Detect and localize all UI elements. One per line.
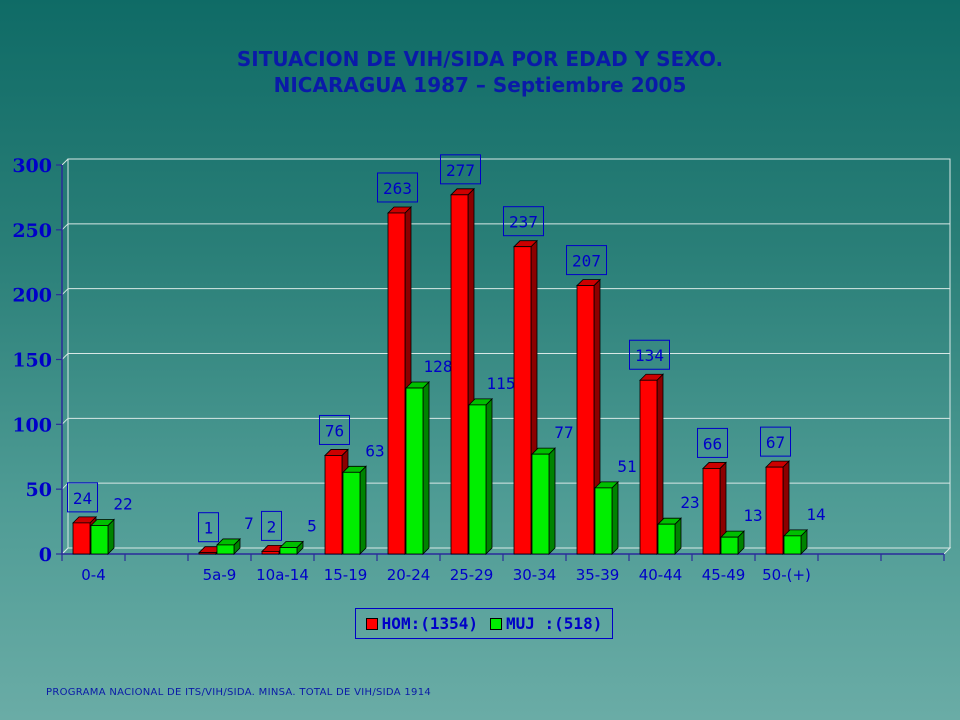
title-line-2: NICARAGUA 1987 – Septiembre 2005 bbox=[273, 73, 687, 97]
data-label-muj: 63 bbox=[365, 441, 384, 460]
data-label-muj: 5 bbox=[307, 517, 317, 536]
data-label-box-hom bbox=[261, 510, 282, 541]
title-line-1: SITUACION DE VIH/SIDA POR EDAD Y SEXO. bbox=[236, 47, 724, 71]
data-label-hom: 207 bbox=[572, 252, 601, 271]
legend-item-muj: MUJ :(518) bbox=[490, 614, 602, 633]
gridline-depth bbox=[61, 288, 69, 296]
data-label-hom: 66 bbox=[703, 434, 722, 453]
x-tick-label: 25-29 bbox=[450, 566, 494, 584]
legend-swatch-hom bbox=[365, 617, 378, 630]
y-tick-label: 250 bbox=[12, 220, 52, 242]
data-label-muj: 22 bbox=[113, 494, 132, 513]
y-tick-label: 200 bbox=[12, 285, 52, 307]
x-tick-label: 35-39 bbox=[576, 566, 620, 584]
bar-hom bbox=[765, 460, 790, 555]
data-label-hom: 134 bbox=[635, 346, 664, 365]
bar-muj bbox=[216, 537, 241, 555]
x-tick-label: 15-19 bbox=[324, 566, 368, 584]
data-label-box-hom bbox=[629, 339, 670, 370]
legend-label-muj: MUJ :(518) bbox=[506, 614, 603, 633]
x-tick-label: 45-49 bbox=[702, 566, 746, 584]
bar-hom bbox=[576, 278, 601, 555]
data-label-muj: 7 bbox=[244, 514, 254, 533]
y-tick-label: 150 bbox=[12, 350, 52, 372]
data-label-muj: 115 bbox=[487, 374, 516, 393]
bar-muj bbox=[468, 397, 493, 555]
data-label-muj: 13 bbox=[743, 506, 762, 525]
y-tick-label: 300 bbox=[12, 155, 52, 177]
gridline-depth bbox=[61, 158, 69, 166]
y-tick-label: 0 bbox=[39, 544, 52, 566]
data-label-box-hom bbox=[319, 414, 350, 445]
data-label-hom: 67 bbox=[766, 433, 785, 452]
data-label-hom: 237 bbox=[509, 213, 538, 232]
data-label-box-hom bbox=[440, 154, 481, 185]
bar-muj bbox=[531, 447, 556, 555]
data-label-muj: 14 bbox=[806, 505, 825, 524]
gridline-depth bbox=[61, 417, 69, 425]
data-label-box-hom bbox=[198, 512, 219, 543]
bar-muj bbox=[720, 530, 745, 555]
plot-floor bbox=[60, 547, 952, 555]
data-label-muj: 51 bbox=[617, 457, 636, 476]
data-label-hom: 24 bbox=[73, 489, 92, 508]
data-label-muj: 77 bbox=[554, 423, 573, 442]
data-label-muj: 128 bbox=[424, 357, 453, 376]
data-label-hom: 263 bbox=[383, 179, 412, 198]
data-label-box-hom bbox=[697, 427, 728, 458]
data-label-box-hom bbox=[760, 426, 791, 457]
data-label-muj: 23 bbox=[680, 493, 699, 512]
source-footer: PROGRAMA NACIONAL DE ITS/VIH/SIDA. MINSA… bbox=[46, 687, 432, 698]
data-label-hom: 76 bbox=[325, 421, 344, 440]
y-tick-label: 50 bbox=[26, 479, 52, 501]
x-tick-label: 50-(+) bbox=[762, 566, 811, 584]
legend-swatch-muj bbox=[490, 617, 502, 630]
legend-label-hom: HOM:(1354) bbox=[381, 614, 478, 633]
gridline-depth bbox=[61, 353, 69, 360]
data-label-hom: 277 bbox=[446, 161, 475, 180]
x-tick-label: 10a-14 bbox=[256, 566, 309, 584]
x-tick-label: 30-34 bbox=[513, 566, 557, 584]
x-tick-label: 40-44 bbox=[639, 566, 683, 584]
bar-muj bbox=[90, 518, 115, 555]
x-tick-label: 20-24 bbox=[387, 566, 431, 584]
y-tick-label: 100 bbox=[12, 414, 52, 436]
data-label-box-hom bbox=[566, 245, 607, 276]
legend: HOM:(1354) MUJ :(518) bbox=[355, 608, 613, 639]
bar-muj bbox=[783, 528, 808, 555]
chart-title: SITUACION DE VIH/SIDA POR EDAD Y SEXO. N… bbox=[120, 46, 840, 98]
data-label-box-hom bbox=[67, 482, 98, 513]
gridline-depth bbox=[61, 223, 69, 231]
bar-muj bbox=[279, 540, 304, 555]
data-label-box-hom bbox=[377, 172, 418, 203]
x-tick-label: 5a-9 bbox=[203, 566, 237, 584]
data-label-box-hom bbox=[503, 206, 544, 237]
data-label-hom: 2 bbox=[267, 517, 277, 536]
bar-hom bbox=[702, 461, 727, 555]
bar-muj bbox=[342, 465, 367, 555]
x-tick-label: 0-4 bbox=[81, 566, 106, 584]
data-label-hom: 1 bbox=[204, 519, 214, 538]
bar-muj bbox=[405, 381, 430, 555]
bar-hom bbox=[639, 373, 664, 555]
bar-muj bbox=[594, 480, 619, 555]
bar-muj bbox=[657, 517, 682, 555]
legend-item-hom: HOM:(1354) bbox=[365, 614, 478, 633]
